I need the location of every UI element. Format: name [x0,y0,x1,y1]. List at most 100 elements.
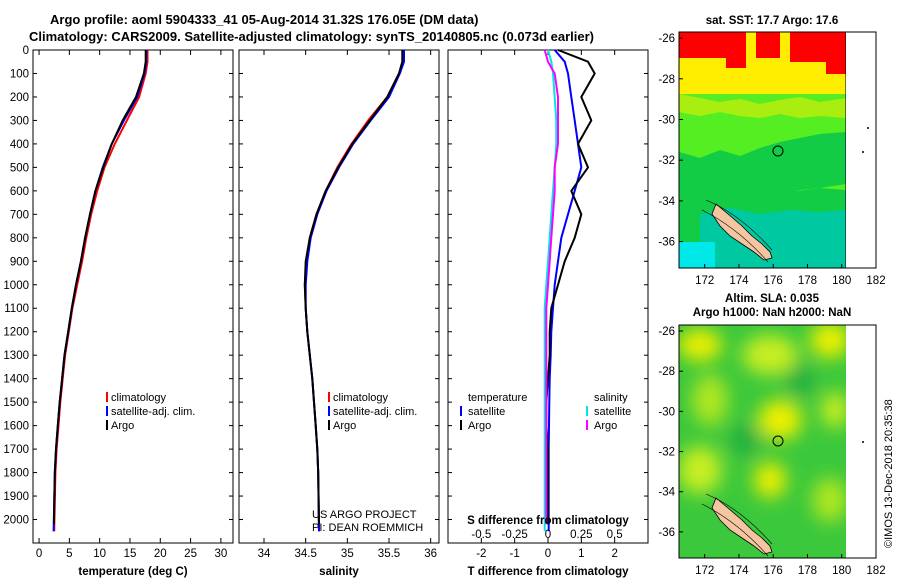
salinity-legend: climatology satellite-adj. clim. Argo [328,392,417,432]
difference-series-satellite [543,49,558,532]
x-tick-label: -1 [510,548,520,560]
legend-argo: Argo [111,420,134,432]
lon-tick-label: 176 [764,565,783,577]
legend-salinity-title: salinity [594,392,628,404]
legend-temperature-title: temperature [468,392,527,404]
s-diff-tick-label: 0 [545,529,551,541]
s-diff-tick-label: 0.5 [607,529,623,541]
depth-tick-label: 900 [10,256,29,268]
s-diff-tick-label: 0.25 [570,529,592,541]
salinity-series-argo [303,50,404,525]
sla-map-title: Altim. SLA: 0.035 [725,293,820,305]
sla-map-axes: 172 174 176 178 180 182 -26 -28 -30 -32 -34 -36 [658,326,885,577]
lat-tick-label: -34 [658,196,675,208]
depth-tick-label: 0 [23,45,29,57]
depth-tick-label: 1300 [3,350,29,362]
temperature-axes-frame [32,49,234,544]
lon-tick-label: 172 [695,565,714,577]
difference-series-argo [543,49,559,525]
lat-tick-label: -30 [658,406,675,418]
depth-tick-label: 400 [10,139,29,151]
lat-tick-label: -28 [658,366,675,378]
x-tick-label: -2 [476,548,486,560]
x-tick-label: 5 [66,548,72,560]
legend-t-satellite: satellite [468,406,505,418]
lat-tick-label: -36 [658,237,675,249]
lat-tick-label: -28 [658,74,675,86]
x-tick-label: 34.5 [294,548,316,560]
profile-plots: 0 5 10 15 20 25 30 34 34.5 35 35.5 36 -2 -1 0 1 2 -0.5 -0.… [33,49,648,560]
depth-tick-label: 1100 [4,303,29,315]
lat-tick-label: -32 [658,155,675,167]
x-tick-label: 10 [93,548,106,560]
legend-s-satellite: satellite [594,406,631,418]
lat-tick-label: -26 [658,326,675,338]
depth-tick-label: 1000 [3,280,29,292]
profile-title: Argo profile: aoml 5904333_41 05-Aug-201… [50,12,478,27]
x-tick-label: 20 [154,548,167,560]
depth-tick-label: 800 [10,233,29,245]
sla-profile-marker [772,435,784,447]
legend-climatology: climatology [111,392,167,404]
depth-tick-label: 1600 [3,421,29,433]
lon-tick-label: 182 [866,275,885,287]
sst-map-title: sat. SST: 17.7 Argo: 17.6 [706,15,839,27]
sla-map-frame [678,324,877,559]
salinity-series-satellite-adj-clim- [304,50,405,532]
sst-map-axes: 172 174 176 178 180 182 -26 -28 -30 -32 -34 -36 [658,33,885,287]
temperature-legend: climatology satellite-adj. clim. Argo [106,392,195,432]
x-tick-label: 15 [124,548,137,560]
depth-tick-label: 1200 [3,327,29,339]
depth-tick-label: 300 [10,115,29,127]
lon-tick-label: 178 [798,565,817,577]
depth-axis: 0 100 200 300 400 500 600 700 800 900 1000 1100 1200… [3,45,29,527]
t-difference-axis-label: T difference from climatology [467,566,629,578]
difference-series-satellite [547,49,583,532]
lon-tick-label: 176 [764,275,783,287]
credit-pi: PI: DEAN ROEMMICH [312,522,423,534]
lon-tick-label: 174 [729,565,749,577]
x-tick-label: 34 [258,548,271,560]
s-difference-axis-label: S difference from climatology [467,515,629,527]
difference-legend: temperature satellite Argo salinity sate… [460,392,631,432]
lat-tick-label: -30 [658,114,675,126]
depth-tick-label: 700 [10,209,29,221]
depth-tick-label: 600 [10,186,29,198]
depth-tick-label: 200 [10,92,29,104]
lat-tick-label: -36 [658,527,675,539]
lat-tick-label: -26 [658,33,675,45]
lon-tick-label: 172 [695,275,714,287]
x-tick-label: 25 [184,548,197,560]
depth-tick-label: 1700 [3,444,29,456]
sst-profile-marker [772,145,784,157]
lat-tick-label: -32 [658,447,675,459]
x-tick-label: 0 [545,548,551,560]
legend-s-argo: Argo [594,420,617,432]
depth-tick-label: 1800 [3,468,29,480]
imos-watermark: ©IMOS 13-Dec-2018 20:35:38 [883,399,895,548]
depth-tick-label: 1400 [3,374,29,386]
depth-tick-label: 1900 [3,491,29,503]
temperature-series-climatology [53,50,149,532]
lon-tick-label: 180 [832,275,851,287]
legend-satellite-adj: satellite-adj. clim. [333,406,417,418]
legend-argo: Argo [333,420,356,432]
temperature-series-satellite-adj-clim- [52,50,148,532]
temperature-series-argo [52,50,147,525]
salinity-axes-frame [238,49,440,544]
x-tick-label: 2 [611,548,617,560]
depth-tick-label: 2000 [3,515,29,527]
depth-tick-label: 100 [10,68,29,80]
s-diff-tick-label: -0.5 [471,529,491,541]
x-tick-label: 35.5 [378,548,400,560]
x-tick-label: 35 [341,548,354,560]
sla-map-image [679,325,846,558]
x-tick-label: 1 [578,548,584,560]
s-diff-tick-label: -0.25 [502,529,528,541]
lon-tick-label: 178 [798,275,817,287]
salinity-axis-label: salinity [319,566,359,578]
lon-tick-label: 180 [832,565,851,577]
depth-tick-label: 1500 [3,397,29,409]
x-tick-label: 0 [36,548,42,560]
temperature-axis-label: temperature (deg C) [78,566,187,578]
